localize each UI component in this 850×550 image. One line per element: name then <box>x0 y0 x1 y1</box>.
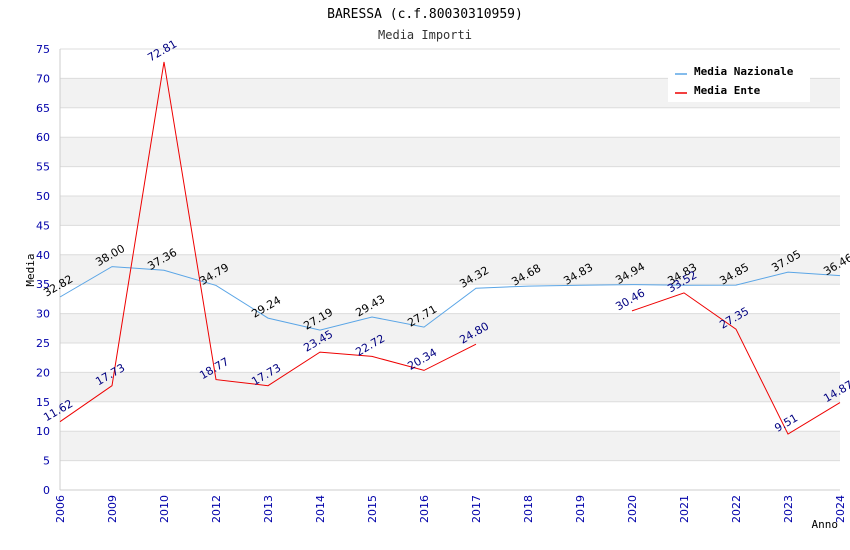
grid-band <box>60 313 840 343</box>
y-tick-label: 70 <box>36 72 50 85</box>
x-tick-label: 2020 <box>626 495 639 523</box>
data-label: 30.46 <box>613 286 647 313</box>
series-line-media-nazionale <box>59 266 841 331</box>
y-tick-label: 20 <box>36 366 50 379</box>
x-axis-ticks: 2006 2009 2010 2012 2013 2014 2015 2016 2017 2018… <box>54 495 847 523</box>
y-tick-label: 60 <box>36 131 50 144</box>
x-tick-label: 2009 <box>106 495 119 523</box>
legend: Media Nazionale Media Ente <box>668 62 810 102</box>
y-tick-label: 5 <box>43 455 50 468</box>
grid-band <box>60 196 840 226</box>
chart-subtitle: Media Importi <box>378 28 472 42</box>
y-tick-label: 55 <box>36 161 50 174</box>
x-tick-label: 2015 <box>366 495 379 523</box>
x-axis-label: Anno <box>812 518 839 531</box>
data-label: 72.81 <box>145 37 179 64</box>
data-label: 20.34 <box>405 346 439 373</box>
x-tick-label: 2014 <box>314 495 327 523</box>
legend-label-media-nazionale: Media Nazionale <box>694 65 794 78</box>
y-tick-label: 0 <box>43 484 50 497</box>
y-tick-label: 65 <box>36 102 50 115</box>
x-tick-label: 2012 <box>210 495 223 523</box>
x-tick-label: 2010 <box>158 495 171 523</box>
y-tick-label: 35 <box>36 278 50 291</box>
y-axis-label: Media <box>24 253 37 286</box>
y-tick-label: 40 <box>36 249 50 262</box>
x-tick-label: 2016 <box>418 495 431 523</box>
series-line-media-ente <box>631 292 841 435</box>
series-line-media-ente <box>59 61 477 423</box>
x-tick-label: 2021 <box>678 495 691 523</box>
grid-band <box>60 137 840 167</box>
y-tick-label: 50 <box>36 190 50 203</box>
grid-band <box>60 431 840 461</box>
data-label: 32.82 <box>41 272 75 299</box>
y-tick-label: 45 <box>36 219 50 232</box>
grid-bands <box>60 78 840 461</box>
grid-band <box>60 254 840 285</box>
y-axis-ticks: 0 5 10 15 20 25 30 35 40 45 50 55 60 65 70 75 <box>36 43 50 497</box>
x-tick-label: 2018 <box>522 495 535 523</box>
legend-box <box>668 62 810 102</box>
y-tick-label: 10 <box>36 425 50 438</box>
chart-title: BARESSA (c.f.80030310959) <box>327 7 523 22</box>
legend-label-media-ente: Media Ente <box>694 84 761 97</box>
x-tick-label: 2024 <box>834 495 847 523</box>
x-tick-label: 2006 <box>54 495 67 523</box>
series-layer <box>59 61 841 435</box>
x-tick-label: 2017 <box>470 495 483 523</box>
x-tick-label: 2013 <box>262 495 275 523</box>
y-tick-label: 25 <box>36 337 50 350</box>
y-tick-label: 15 <box>36 396 50 409</box>
y-tick-label: 30 <box>36 308 50 321</box>
y-tick-label: 75 <box>36 43 50 56</box>
x-tick-label: 2023 <box>782 495 795 523</box>
x-tick-label: 2019 <box>574 495 587 523</box>
x-tick-label: 2022 <box>730 495 743 523</box>
grid-band <box>60 372 840 402</box>
